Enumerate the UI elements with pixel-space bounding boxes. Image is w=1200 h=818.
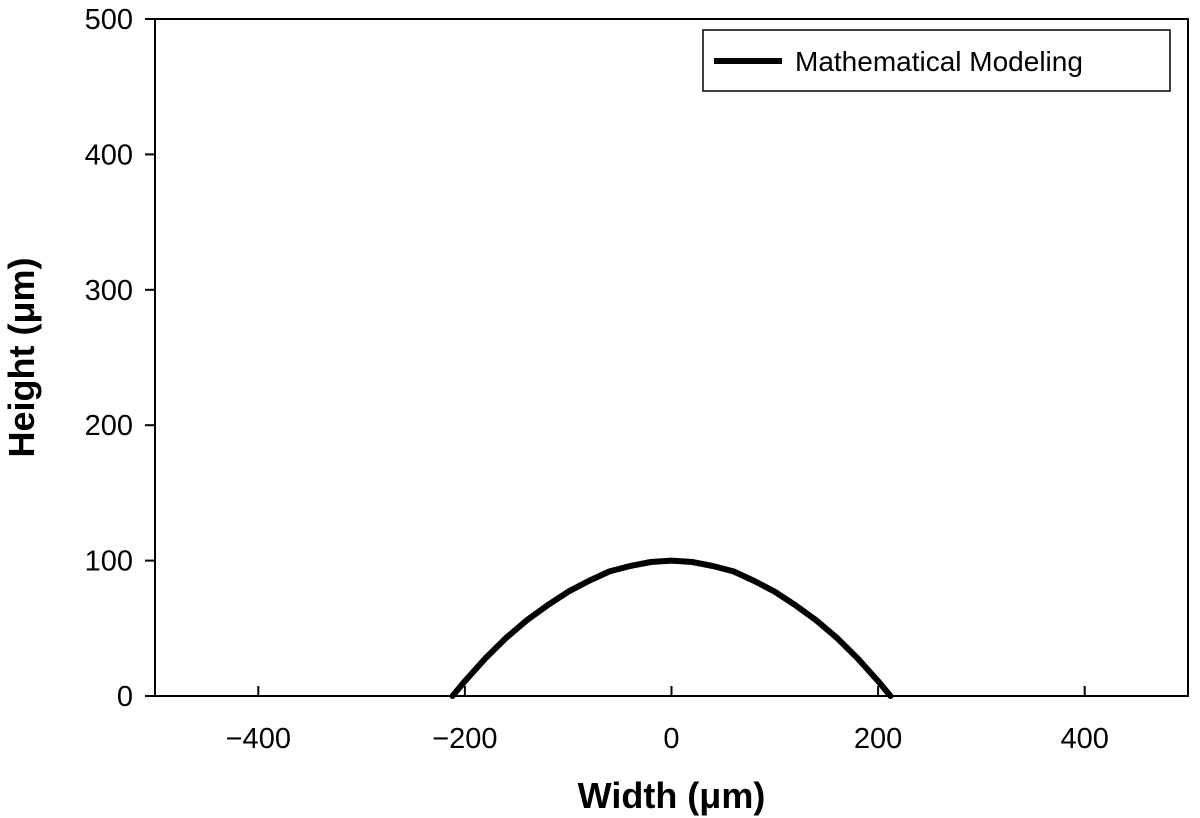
- x-tick-label: 400: [1061, 723, 1109, 755]
- y-axis: 0 100 200 300 400 500: [85, 4, 155, 713]
- y-axis-title: Height (μm): [1, 257, 42, 457]
- plot-area: [154, 18, 1189, 697]
- y-tick-label: 200: [85, 410, 133, 442]
- x-axis-title: Width (μm): [578, 775, 766, 816]
- y-tick-label: 0: [117, 681, 133, 713]
- legend-label-mathematical-modeling: Mathematical Modeling: [795, 46, 1083, 77]
- plot-frame: [154, 18, 1189, 697]
- y-tick-label: 300: [85, 275, 133, 307]
- x-axis: −400 −200 0 200 400: [226, 686, 1109, 755]
- x-tick-label: 0: [663, 723, 679, 755]
- y-tick-label: 500: [85, 4, 133, 36]
- series-layer: [449, 557, 894, 699]
- x-tick-label: −400: [226, 723, 291, 755]
- x-tick-label: −200: [432, 723, 497, 755]
- legend: Mathematical Modeling: [702, 29, 1171, 92]
- series-line-mathematical-modeling: [449, 557, 894, 699]
- y-tick-label: 100: [85, 546, 133, 578]
- x-tick-label: 200: [854, 723, 902, 755]
- y-tick-label: 400: [85, 139, 133, 171]
